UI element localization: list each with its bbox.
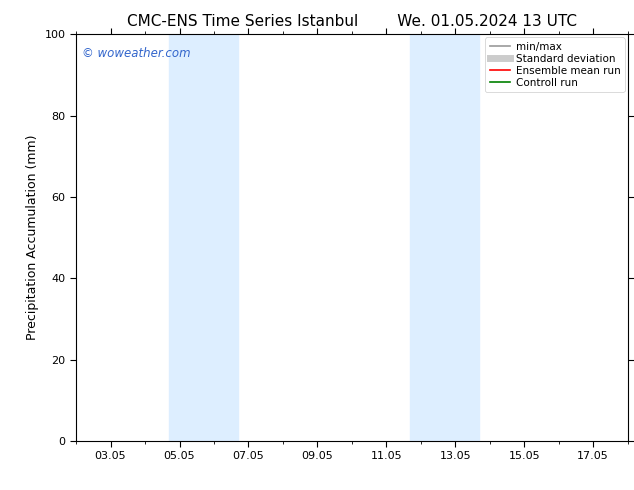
Text: © woweather.com: © woweather.com xyxy=(82,47,190,59)
Title: CMC-ENS Time Series Istanbul        We. 01.05.2024 13 UTC: CMC-ENS Time Series Istanbul We. 01.05.2… xyxy=(127,14,577,29)
Y-axis label: Precipitation Accumulation (mm): Precipitation Accumulation (mm) xyxy=(26,135,39,341)
Legend: min/max, Standard deviation, Ensemble mean run, Controll run: min/max, Standard deviation, Ensemble me… xyxy=(486,37,624,92)
Bar xyxy=(410,34,479,441)
Bar xyxy=(169,34,238,441)
